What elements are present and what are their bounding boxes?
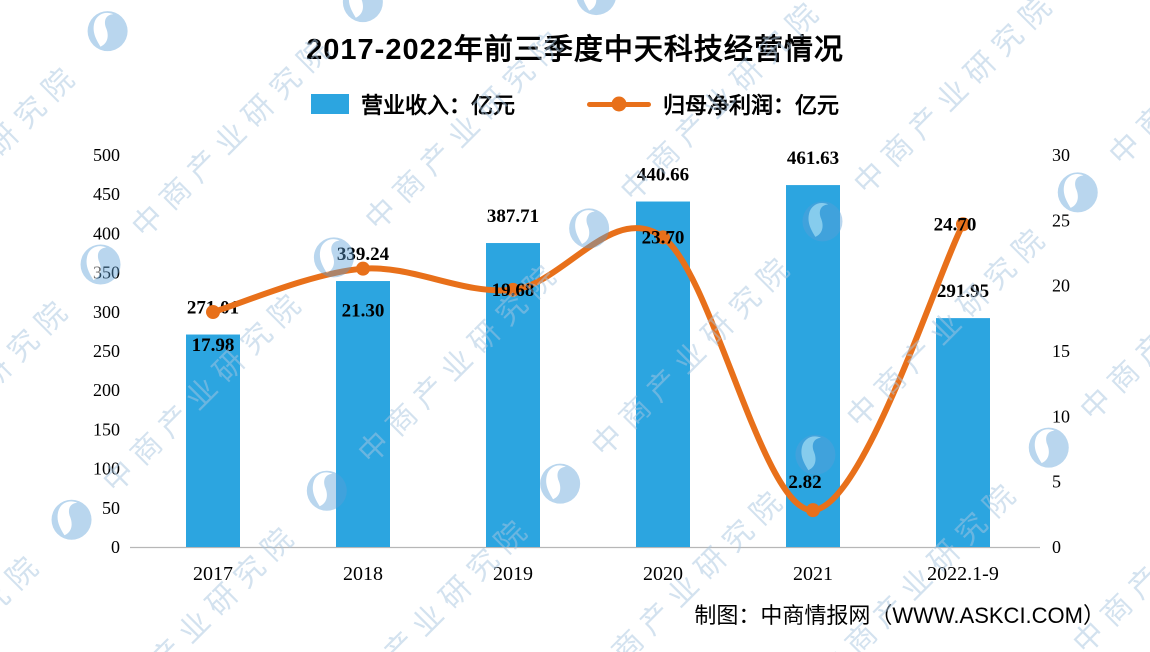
left-axis-tick: 50: [102, 498, 120, 518]
bar: [186, 334, 240, 547]
left-axis-tick: 400: [93, 223, 120, 243]
bar-value-label: 461.63: [787, 148, 839, 169]
x-axis-label: 2021: [793, 563, 833, 585]
chart-title: 2017-2022年前三季度中天科技经营情况: [306, 34, 844, 66]
right-axis-tick: 10: [1052, 406, 1070, 426]
left-axis-tick: 200: [93, 380, 120, 400]
line-marker-icon: [206, 305, 220, 320]
right-axis-tick: 30: [1052, 145, 1070, 165]
left-axis-tick: 250: [93, 341, 120, 361]
right-axis-tick: 5: [1052, 472, 1061, 492]
bar: [336, 281, 390, 547]
left-axis-tick: 350: [93, 263, 120, 283]
line-value-label: 2.82: [788, 472, 821, 493]
right-axis-tick: 20: [1052, 276, 1070, 296]
profit-line: [210, 221, 966, 514]
left-axis-tick: 0: [111, 537, 120, 557]
line-value-label: 17.98: [192, 335, 235, 356]
line-value-label: 19.68: [492, 280, 535, 301]
source-note: 制图：中商情报网（WWW.ASKCI.COM）: [694, 603, 1105, 628]
x-axis-label: 2022.1-9: [927, 563, 999, 585]
line-value-label: 21.30: [342, 301, 385, 322]
line-marker-icon: [656, 230, 670, 245]
legend-label-profit: 归母净利润：亿元: [663, 93, 840, 118]
bar-value-label: 339.24: [337, 244, 390, 265]
right-axis-tick: 0: [1052, 537, 1061, 557]
left-axis-tick: 100: [93, 459, 120, 479]
line-marker-icon: [956, 217, 970, 232]
right-axis-tick: 15: [1052, 341, 1070, 361]
left-axis-tick: 150: [93, 419, 120, 439]
legend-item-profit: 归母净利润：亿元: [587, 88, 839, 120]
bar: [636, 201, 690, 547]
legend-label-revenue: 营业收入：亿元: [360, 93, 515, 118]
line-marker-icon: [356, 261, 370, 276]
x-axis-label: 2017: [193, 563, 233, 585]
legend-bar-swatch: [310, 94, 349, 114]
legend: 营业收入：亿元 归母净利润：亿元: [0, 88, 1150, 120]
bar-value-label: 440.66: [637, 165, 689, 186]
bar-value-label: 291.95: [937, 281, 989, 302]
bar: [786, 185, 840, 547]
line-marker-icon: [806, 503, 820, 518]
bar-value-label: 387.71: [487, 206, 539, 227]
legend-line-swatch: [587, 96, 651, 112]
line-marker-icon: [506, 282, 520, 297]
x-axis-label: 2020: [643, 563, 683, 585]
line-value-label: 23.70: [642, 227, 685, 248]
left-axis-tick: 500: [93, 145, 120, 165]
legend-line-dot-icon: [611, 96, 627, 112]
right-axis-tick: 25: [1052, 210, 1070, 230]
left-axis-tick: 450: [93, 184, 120, 204]
left-axis-tick: 300: [93, 302, 120, 322]
legend-item-revenue: 营业收入：亿元: [310, 88, 515, 120]
bar: [936, 318, 990, 547]
x-axis-label: 2019: [493, 563, 533, 585]
line-value-label: 24.70: [934, 214, 977, 235]
x-axis-label: 2018: [343, 563, 383, 585]
